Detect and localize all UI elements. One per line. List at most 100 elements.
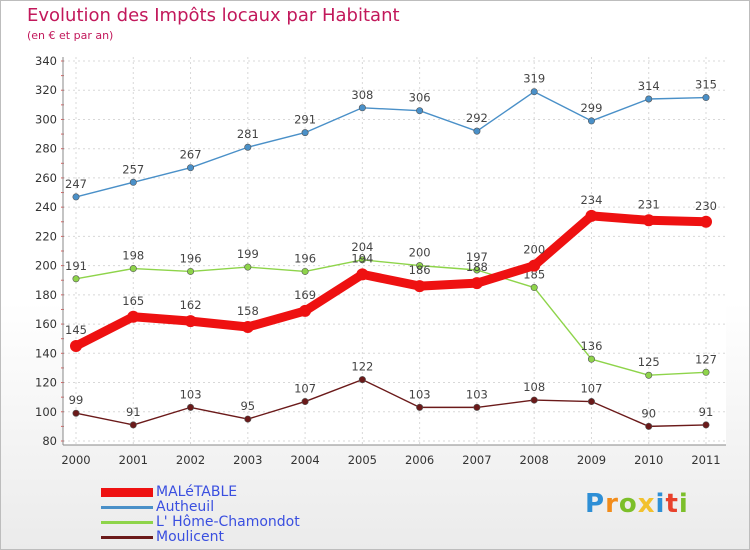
x-tick-label: 2008 — [520, 453, 549, 467]
data-label-autheuil: 291 — [294, 113, 316, 127]
series-line-l-h-me-chamondot — [75, 259, 707, 376]
data-point-moulicent — [587, 398, 595, 406]
x-tick-label: 2006 — [405, 453, 434, 467]
logo-letter: x — [637, 489, 656, 519]
y-tick-label: 220 — [35, 229, 57, 243]
data-point-mal-table — [470, 277, 483, 290]
plot-area — [63, 57, 726, 445]
x-tick-label: 2001 — [119, 453, 148, 467]
data-point-moulicent — [129, 421, 137, 429]
proxiti-logo: Proxiti — [585, 489, 689, 519]
data-point-moulicent — [645, 422, 653, 430]
data-label-mal-table: 230 — [695, 199, 717, 213]
data-label-autheuil: 292 — [466, 111, 488, 125]
data-point-autheuil — [645, 95, 653, 103]
logo-letter: i — [655, 489, 666, 519]
legend-item-maletable: MALéTABLE — [101, 484, 361, 500]
data-label-l-h-me-chamondot: 204 — [351, 240, 373, 254]
data-point-autheuil — [358, 104, 366, 112]
logo-letter: t — [665, 489, 679, 519]
y-tick-label: 100 — [35, 405, 57, 419]
y-tick-label: 240 — [35, 200, 57, 214]
data-label-l-h-me-chamondot: 196 — [180, 251, 202, 265]
data-label-moulicent: 103 — [409, 387, 431, 401]
data-point-autheuil — [187, 164, 195, 172]
y-tick-label: 340 — [35, 54, 57, 68]
data-point-l-h-me-chamondot — [301, 267, 309, 275]
x-tick-label: 2009 — [577, 453, 606, 467]
data-label-moulicent: 90 — [641, 406, 656, 420]
data-point-moulicent — [358, 376, 366, 384]
data-point-mal-table — [127, 310, 140, 323]
data-point-moulicent — [187, 403, 195, 411]
data-label-l-h-me-chamondot: 196 — [294, 251, 316, 265]
legend-item-moulicent: Moulicent — [101, 529, 361, 545]
logo-letter: i — [678, 489, 689, 519]
data-point-autheuil — [301, 129, 309, 137]
legend-swatch-autheuil — [101, 506, 153, 509]
data-label-l-h-me-chamondot: 198 — [122, 249, 144, 263]
data-label-moulicent: 103 — [180, 387, 202, 401]
data-label-moulicent: 95 — [240, 399, 255, 413]
y-tick-label: 180 — [35, 288, 57, 302]
data-label-autheuil: 308 — [351, 88, 373, 102]
series-line-autheuil — [75, 90, 707, 198]
legend-label-maletable: MALéTABLE — [156, 484, 238, 500]
data-point-mal-table — [356, 268, 369, 281]
data-label-mal-table: 231 — [638, 197, 660, 211]
data-label-l-h-me-chamondot: 136 — [580, 339, 602, 353]
data-label-autheuil: 315 — [695, 78, 717, 92]
data-label-l-h-me-chamondot: 200 — [409, 246, 431, 260]
data-label-mal-table: 186 — [409, 263, 431, 277]
data-label-autheuil: 267 — [180, 148, 202, 162]
data-label-mal-table: 162 — [180, 298, 202, 312]
data-point-mal-table — [241, 321, 254, 333]
legend-label-lhome-chamondot: L' Hôme-Chamondot — [156, 514, 300, 530]
data-point-moulicent — [72, 409, 80, 417]
data-point-autheuil — [129, 178, 137, 186]
data-label-mal-table: 145 — [65, 323, 87, 337]
data-point-mal-table — [700, 215, 712, 228]
data-point-moulicent — [301, 398, 309, 406]
data-point-l-h-me-chamondot — [244, 263, 252, 271]
data-label-moulicent: 107 — [294, 382, 316, 396]
data-label-moulicent: 107 — [580, 382, 602, 396]
x-tick-label: 2005 — [348, 453, 377, 467]
data-label-mal-table: 158 — [237, 304, 259, 318]
legend-item-autheuil: Autheuil — [101, 499, 361, 515]
data-point-moulicent — [702, 421, 710, 429]
data-label-autheuil: 281 — [237, 127, 259, 141]
x-tick-label: 2011 — [691, 453, 720, 467]
y-tick-label: 200 — [35, 259, 57, 273]
data-point-l-h-me-chamondot — [187, 267, 195, 275]
data-point-autheuil — [702, 94, 710, 102]
x-tick-label: 2000 — [61, 453, 90, 467]
data-label-mal-table: 188 — [466, 260, 488, 274]
data-label-autheuil: 306 — [409, 91, 431, 105]
legend-swatch-maletable — [101, 488, 153, 497]
x-tick-label: 2003 — [233, 453, 262, 467]
data-point-autheuil — [473, 127, 481, 135]
logo-letter: P — [585, 489, 606, 519]
data-point-mal-table — [70, 340, 82, 352]
data-label-moulicent: 99 — [69, 393, 84, 407]
x-tick-label: 2007 — [462, 453, 491, 467]
series-line-mal-table — [71, 211, 711, 351]
chart-legend: MALéTABLE Autheuil L' Hôme-Chamondot Mou… — [101, 484, 361, 545]
data-label-l-h-me-chamondot: 125 — [638, 355, 660, 369]
y-tick-label: 280 — [35, 142, 57, 156]
data-label-autheuil: 319 — [523, 72, 545, 86]
x-tick-label: 2010 — [634, 453, 663, 467]
data-label-moulicent: 108 — [523, 380, 545, 394]
y-tick-label: 300 — [35, 112, 57, 126]
x-tick-label: 2002 — [176, 453, 205, 467]
data-point-l-h-me-chamondot — [473, 266, 481, 274]
data-label-mal-table: 200 — [523, 243, 545, 257]
data-point-mal-table — [528, 259, 541, 272]
data-label-l-h-me-chamondot: 199 — [237, 247, 259, 261]
data-point-autheuil — [72, 193, 80, 201]
legend-item-lhome-chamondot: L' Hôme-Chamondot — [101, 514, 361, 530]
logo-letter: o — [618, 489, 638, 519]
data-point-l-h-me-chamondot — [645, 371, 653, 379]
